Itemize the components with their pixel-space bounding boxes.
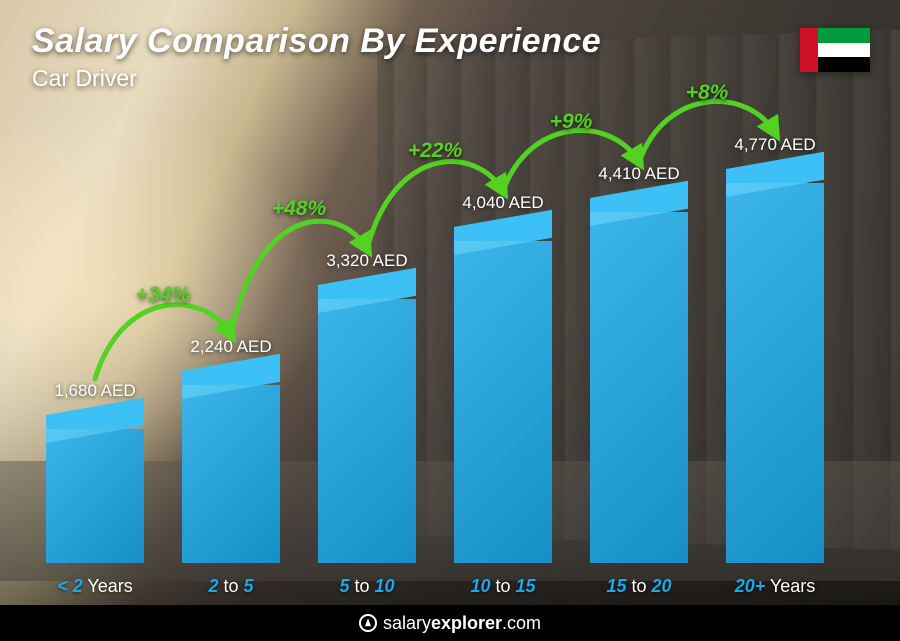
bar-value-label: 4,040 AED — [462, 193, 543, 213]
brand-text-bold: explorer — [431, 613, 502, 633]
bar-front-shade — [182, 385, 280, 563]
bar-value-label: 4,410 AED — [598, 164, 679, 184]
increase-label: +34% — [136, 283, 190, 307]
bar — [182, 385, 280, 563]
bar-front-shade — [46, 429, 144, 563]
bar — [46, 429, 144, 563]
bar — [318, 299, 416, 563]
bar-front-shade — [726, 183, 824, 563]
bar-category-label: 5 to 10 — [339, 576, 394, 597]
brand-text-suffix: .com — [502, 613, 541, 633]
increase-label: +22% — [408, 139, 462, 163]
salary-bar-chart: 1,680 AED< 2 Years2,240 AED2 to 53,320 A… — [36, 123, 856, 563]
increase-label: +48% — [272, 197, 326, 221]
bar-value-label: 3,320 AED — [326, 251, 407, 271]
bar-value-label: 1,680 AED — [54, 381, 135, 401]
bar-front-shade — [590, 212, 688, 563]
flag-stripe-green — [818, 28, 870, 43]
page-title: Salary Comparison By Experience — [32, 22, 601, 61]
bar-category-label: < 2 Years — [57, 576, 133, 597]
bar-category-label: 10 to 15 — [470, 576, 535, 597]
bar-category-label: 20+ Years — [735, 576, 816, 597]
bar-category-label: 15 to 20 — [606, 576, 671, 597]
compass-icon — [359, 614, 377, 632]
brand-logo: salaryexplorer.com — [359, 613, 541, 634]
bar — [454, 241, 552, 563]
bar-front-shade — [318, 299, 416, 563]
bar — [726, 183, 824, 563]
uae-flag-icon — [800, 28, 870, 72]
bar — [590, 212, 688, 563]
flag-stripe-white — [818, 43, 870, 58]
brand-text-light: salary — [383, 613, 431, 633]
bar-value-label: 4,770 AED — [734, 135, 815, 155]
footer: salaryexplorer.com — [0, 605, 900, 641]
bar-value-label: 2,240 AED — [190, 337, 271, 357]
header: Salary Comparison By Experience Car Driv… — [32, 22, 601, 92]
page-subtitle: Car Driver — [32, 65, 601, 92]
flag-stripe-black — [818, 57, 870, 72]
bar-front-shade — [454, 241, 552, 563]
bar-category-label: 2 to 5 — [208, 576, 253, 597]
